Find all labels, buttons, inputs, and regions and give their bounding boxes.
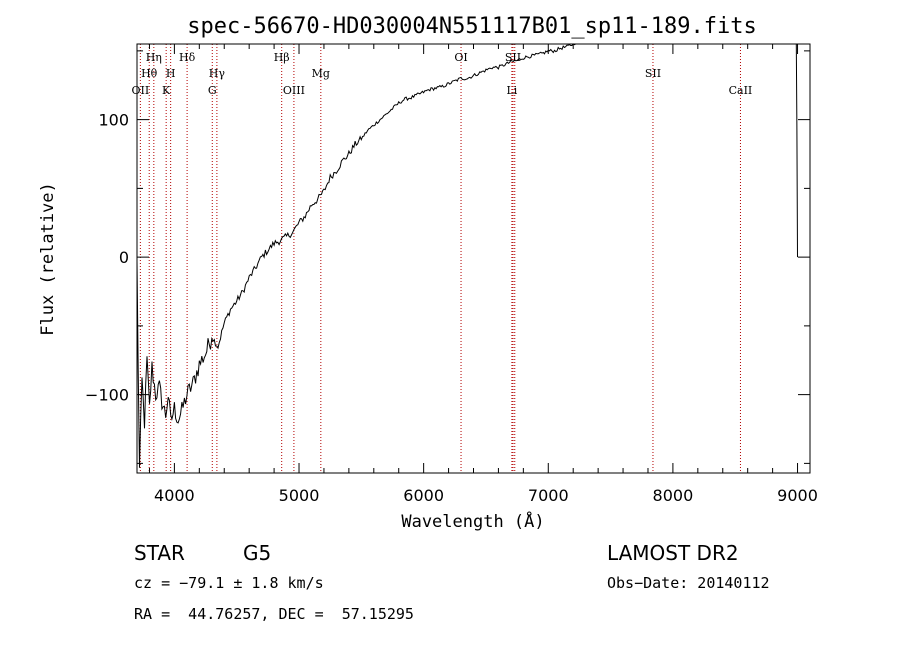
y-axis-label: Flux (relative) <box>38 182 58 336</box>
line-marker-label: OI <box>454 51 467 64</box>
line-marker-label: Li <box>506 84 517 97</box>
obs-date-text: Obs−Date: 20140112 <box>607 574 770 592</box>
line-markers <box>139 44 741 473</box>
spectrum-series <box>136 43 798 468</box>
line-marker-label: Hβ <box>274 51 290 64</box>
line-marker-label: Hθ <box>141 67 158 80</box>
y-tick-label: −100 <box>85 386 129 405</box>
y-tick-label: 0 <box>119 248 129 267</box>
survey-name: LAMOST DR2 <box>607 541 739 565</box>
object-class: STAR <box>134 541 185 565</box>
chart-title: spec-56670-HD030004N551117B01_sp11-189.f… <box>187 14 757 39</box>
line-marker-label: Mg <box>312 67 330 80</box>
line-marker-label: OIII <box>283 84 305 97</box>
coordinates-text: RA = 44.76257, DEC = 57.15295 <box>134 605 414 623</box>
y-axis: −100 0 100 <box>85 50 810 464</box>
line-marker-label: CaII <box>729 84 753 97</box>
plot-frame <box>136 43 811 474</box>
line-marker-label: OII <box>132 84 150 97</box>
line-marker-label: K <box>162 84 171 97</box>
x-tick-label: 7000 <box>528 486 569 505</box>
line-marker-label: G <box>208 84 217 97</box>
x-tick-label: 9000 <box>777 486 818 505</box>
x-tick-label: 4000 <box>154 486 195 505</box>
x-tick-label: 6000 <box>403 486 444 505</box>
redshift-text: cz = −79.1 ± 1.8 km/s <box>134 574 324 592</box>
line-marker-label: SII <box>645 67 661 80</box>
line-marker-label: H <box>166 67 176 80</box>
x-axis: 4000 5000 6000 7000 8000 9000 <box>148 44 818 505</box>
x-tick-label: 8000 <box>653 486 694 505</box>
line-marker-label: Hη <box>146 51 162 64</box>
x-axis-label: Wavelength (Å) <box>401 510 544 532</box>
object-subclass: G5 <box>243 541 272 565</box>
spectrum-line <box>136 43 798 468</box>
y-tick-label: 100 <box>98 111 129 130</box>
line-marker-label: Hγ <box>209 67 226 80</box>
line-marker-label: Hδ <box>179 51 196 64</box>
x-tick-label: 5000 <box>279 486 320 505</box>
